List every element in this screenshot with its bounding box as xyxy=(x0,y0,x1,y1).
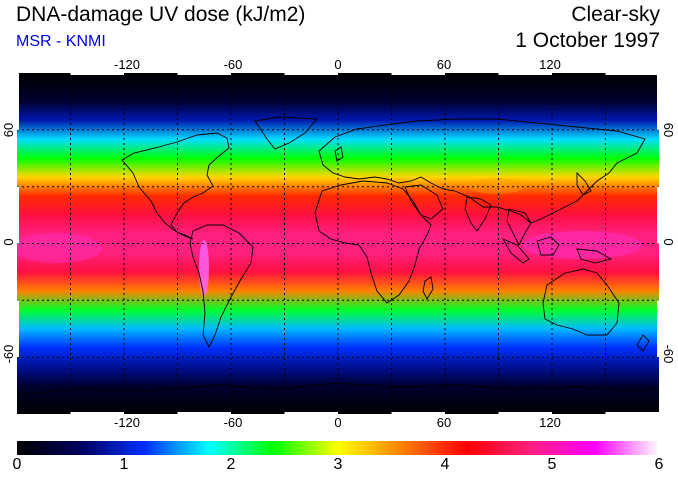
andes-highlight xyxy=(199,240,209,296)
lon-tick-top: -120 xyxy=(113,57,141,72)
tibet-highlight xyxy=(469,178,525,194)
colorbar xyxy=(17,441,659,455)
south-america-coast xyxy=(189,224,254,349)
frame-tick xyxy=(605,73,659,75)
colorbar-label: 3 xyxy=(333,456,343,473)
lon-tick-bottom: -60 xyxy=(223,415,243,430)
greenland-coast xyxy=(254,116,318,150)
frame-tick xyxy=(17,186,19,244)
lat-tick-left: 0 xyxy=(1,238,16,246)
sky-condition-label: Clear-sky xyxy=(571,3,660,26)
colorbar-label: 6 xyxy=(654,456,664,473)
lat-tick-right: 60 xyxy=(661,122,676,138)
lat-tick-right: -60 xyxy=(661,344,676,364)
uv-dose-map xyxy=(17,73,659,414)
frame-tick xyxy=(17,73,19,130)
frame-tick xyxy=(17,300,19,358)
lat-tick-right: 0 xyxy=(661,238,676,246)
eurasia-coast xyxy=(318,118,646,224)
warm-pool-highlight xyxy=(522,231,642,259)
lon-tick-top: 0 xyxy=(334,57,342,72)
madagascar-coast xyxy=(422,276,434,300)
north-america-coast xyxy=(121,132,230,240)
graticule xyxy=(17,73,659,414)
lon-tick-bottom: 0 xyxy=(334,415,342,430)
frame-tick xyxy=(391,73,445,75)
frame-tick xyxy=(391,412,445,414)
japan-coast xyxy=(576,171,592,196)
colorbar-fill xyxy=(17,441,659,455)
frame-tick xyxy=(657,186,659,244)
india-coast xyxy=(464,196,492,232)
frame-tick xyxy=(498,412,552,414)
lon-tick-top: 60 xyxy=(436,57,452,72)
uk-coast xyxy=(334,146,344,162)
frame-tick xyxy=(70,412,124,414)
frame-tick xyxy=(284,412,338,414)
sumatra-coast xyxy=(501,238,530,264)
antarctica-coast xyxy=(17,382,659,396)
colorbar-label: 1 xyxy=(119,456,129,473)
frame-tick xyxy=(70,73,124,75)
southeast-asia-coast xyxy=(506,208,532,247)
colorbar-label: 2 xyxy=(226,456,236,473)
borneo-coast xyxy=(536,236,560,256)
chart-title: DNA-damage UV dose (kJ/m2) xyxy=(16,3,306,26)
lon-tick-bottom: 120 xyxy=(539,415,561,430)
frame-tick xyxy=(657,300,659,358)
lon-tick-bottom: 60 xyxy=(436,415,452,430)
frame-tick xyxy=(657,73,659,130)
frame-tick xyxy=(177,73,231,75)
lat-tick-left: -60 xyxy=(1,344,16,364)
new-guinea-coast xyxy=(576,248,613,264)
lon-tick-bottom: -120 xyxy=(113,415,141,430)
colorbar-label: 5 xyxy=(547,456,557,473)
australia-coast xyxy=(542,268,620,336)
frame-tick xyxy=(605,412,659,414)
pacific-highlight xyxy=(17,233,102,263)
colorbar-label: 0 xyxy=(12,456,22,473)
date-label: 1 October 1997 xyxy=(515,29,660,52)
frame-tick xyxy=(284,73,338,75)
source-label: MSR - KNMI xyxy=(16,33,106,50)
frame-ticks xyxy=(17,73,659,414)
lon-tick-top: -60 xyxy=(223,57,243,72)
new-zealand-coast xyxy=(636,334,650,352)
lon-tick-top: 120 xyxy=(539,57,561,72)
frame-tick xyxy=(498,73,552,75)
colorbar-label: 4 xyxy=(440,456,450,473)
frame-tick xyxy=(177,412,231,414)
lat-tick-left: 60 xyxy=(1,122,16,138)
